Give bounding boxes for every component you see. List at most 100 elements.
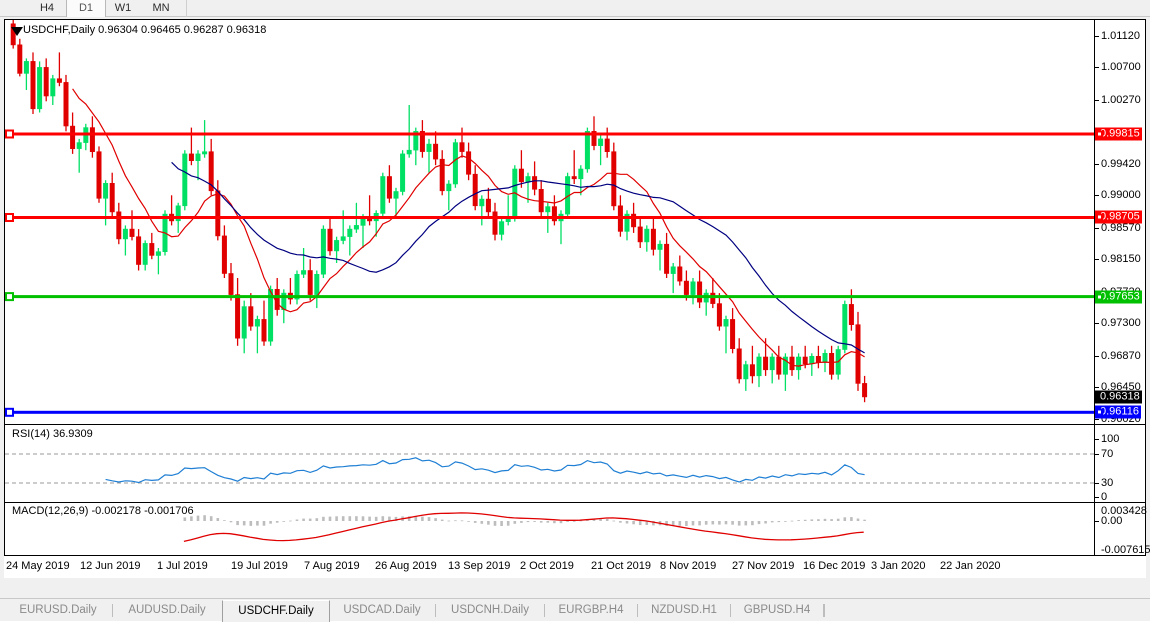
symbol-tab-separator bbox=[112, 604, 113, 617]
price-axis-tick bbox=[1095, 100, 1099, 101]
price-axis-label: 1.00270 bbox=[1101, 94, 1141, 106]
date-axis-label: 22 Jan 2020 bbox=[940, 560, 1001, 572]
date-axis-label: 7 Aug 2019 bbox=[304, 560, 360, 572]
symbol-tab-separator bbox=[824, 604, 825, 617]
level-flag-resistance-2[interactable]: 0.98705 bbox=[1095, 210, 1142, 224]
date-axis-label: 2 Oct 2019 bbox=[520, 560, 574, 572]
macd-signal-line bbox=[183, 512, 864, 543]
symbol-tab-usdchf-daily[interactable]: USDCHF.Daily bbox=[222, 600, 330, 622]
level-handle[interactable] bbox=[1096, 293, 1103, 301]
price-axis-tick bbox=[1095, 164, 1099, 165]
price-axis-label: 0.97300 bbox=[1101, 317, 1141, 329]
date-axis-label: 13 Sep 2019 bbox=[448, 560, 511, 572]
price-axis-label: 1.01120 bbox=[1101, 30, 1140, 42]
symbol-tab-gbpusd-h4[interactable]: GBPUSD.H4 bbox=[743, 604, 811, 616]
price-plot-area[interactable] bbox=[5, 20, 1094, 424]
level-line-resistance-2[interactable] bbox=[5, 213, 1094, 222]
date-axis-label: 19 Jul 2019 bbox=[231, 560, 288, 572]
macd-axis-tick bbox=[1095, 521, 1099, 522]
level-line-resistance-1[interactable] bbox=[5, 129, 1094, 139]
price-axis-tick bbox=[1095, 67, 1099, 68]
level-handle[interactable] bbox=[1096, 213, 1103, 221]
level-flag-resistance-1[interactable]: 0.99815 bbox=[1095, 127, 1142, 141]
macd-histogram bbox=[183, 515, 866, 526]
date-axis-label: 26 Aug 2019 bbox=[375, 560, 437, 572]
rsi-axis-tick bbox=[1095, 483, 1099, 484]
timeframe-tab-mn[interactable]: MN bbox=[152, 2, 170, 14]
price-axis-label: 0.98570 bbox=[1101, 222, 1141, 234]
symbol-tab-bar[interactable]: EURUSD.Daily AUDUSD.Daily USDCHF.Daily USDC… bbox=[0, 598, 1150, 622]
price-axis-tick bbox=[1095, 195, 1099, 196]
symbol-tab-audusd-daily[interactable]: AUDUSD.Daily bbox=[128, 604, 206, 616]
rsi-axis-label: 100 bbox=[1101, 433, 1120, 445]
level-line-support-green[interactable] bbox=[5, 292, 1094, 302]
symbol-tab-separator bbox=[823, 604, 824, 617]
ma-fast-line bbox=[72, 88, 865, 367]
rsi-plot-area[interactable] bbox=[5, 425, 1094, 502]
symbol-tab-usdcnh-daily[interactable]: USDCNH.Daily bbox=[451, 604, 529, 616]
symbol-tab-usdcad-daily[interactable]: USDCAD.Daily bbox=[343, 604, 421, 616]
date-axis[interactable]: 24 May 2019 12 Jun 2019 1 Jul 2019 19 Jul 2… bbox=[4, 556, 1146, 578]
rsi-pane[interactable]: RSI(14) 36.9309 100 70 30 0 bbox=[5, 424, 1145, 503]
price-pane[interactable]: USDCHF,Daily 0.96304 0.96465 0.96287 0.9… bbox=[5, 20, 1145, 425]
date-axis-label: 3 Jan 2020 bbox=[871, 560, 926, 572]
date-axis-label: 1 Jul 2019 bbox=[157, 560, 208, 572]
timeframe-tab-w1[interactable]: W1 bbox=[114, 2, 132, 14]
rsi-axis: 100 70 30 0 bbox=[1094, 425, 1145, 503]
timeframe-tab-bar: H4 D1 W1 MN bbox=[0, 0, 1150, 17]
symbol-tab-separator bbox=[435, 604, 436, 617]
rsi-axis-label: 70 bbox=[1101, 448, 1114, 460]
symbol-tab-separator bbox=[544, 604, 545, 617]
rsi-line bbox=[105, 457, 865, 484]
macd-axis-label: -0.007615 bbox=[1101, 544, 1150, 556]
date-axis-label: 27 Nov 2019 bbox=[732, 560, 795, 572]
rsi-axis-label: 0 bbox=[1101, 491, 1108, 503]
level-flag-support-green[interactable]: 0.97653 bbox=[1095, 290, 1142, 304]
rsi-axis-tick bbox=[1095, 454, 1099, 455]
rsi-axis-tick bbox=[1095, 439, 1099, 440]
price-pane-header: USDCHF,Daily 0.96304 0.96465 0.96287 0.9… bbox=[23, 24, 267, 36]
symbol-tab-eurusd-daily[interactable]: EURUSD.Daily bbox=[19, 604, 97, 616]
candlestick-chart bbox=[5, 20, 1094, 417]
last-price-flag[interactable]: 0.96318 bbox=[1095, 390, 1142, 404]
price-axis-label: 0.96870 bbox=[1101, 350, 1141, 362]
price-axis-tick bbox=[1095, 228, 1099, 229]
level-line-support-blue[interactable] bbox=[5, 407, 1094, 417]
chart-frame[interactable]: USDCHF,Daily 0.96304 0.96465 0.96287 0.9… bbox=[4, 19, 1150, 556]
symbol-tab-separator bbox=[730, 604, 731, 617]
price-axis-tick bbox=[1095, 419, 1099, 420]
level-flag-support-blue[interactable]: 0.96116 bbox=[1095, 405, 1141, 419]
price-axis-label: 0.99000 bbox=[1101, 189, 1141, 201]
price-axis-label: 0.98150 bbox=[1101, 253, 1141, 265]
crosshair-arrow-icon bbox=[11, 27, 23, 36]
macd-axis-label: 0.003428 bbox=[1101, 505, 1147, 517]
price-axis-label: 1.00700 bbox=[1101, 61, 1141, 73]
price-axis-tick bbox=[1095, 356, 1099, 357]
timeframe-tab-d1[interactable]: D1 bbox=[66, 0, 106, 17]
price-axis-label: 0.96450 bbox=[1101, 381, 1141, 393]
level-handle[interactable] bbox=[1096, 408, 1103, 416]
timeframe-tab-h4[interactable]: H4 bbox=[39, 2, 55, 14]
rsi-pane-header: RSI(14) 36.9309 bbox=[12, 428, 93, 440]
price-axis[interactable]: 1.01120 1.00700 1.00270 0.99420 0.99000 0.985… bbox=[1094, 20, 1145, 425]
symbol-tab-separator bbox=[637, 604, 638, 617]
date-axis-label: 12 Jun 2019 bbox=[80, 560, 141, 572]
price-axis-label: 0.99420 bbox=[1101, 158, 1141, 170]
timeframe-bar-underline bbox=[0, 16, 1150, 17]
ma-slow-line bbox=[171, 161, 865, 354]
macd-axis-label: 0.00 bbox=[1101, 515, 1123, 527]
level-handle[interactable] bbox=[1096, 130, 1103, 138]
macd-plot-area[interactable] bbox=[5, 503, 1094, 555]
date-axis-label: 24 May 2019 bbox=[6, 560, 70, 572]
date-axis-label: 21 Oct 2019 bbox=[591, 560, 651, 572]
date-axis-label: 16 Dec 2019 bbox=[803, 560, 866, 572]
timeframe-bar-separator bbox=[186, 0, 187, 17]
rsi-line-chart bbox=[5, 453, 1094, 484]
symbol-tab-nzdusd-h1[interactable]: NZDUSD.H1 bbox=[651, 604, 717, 616]
macd-pane[interactable]: MACD(12,26,9) -0.002178 -0.001706 0.0034… bbox=[5, 502, 1150, 556]
macd-axis: 0.003428 0.00 -0.007615 bbox=[1094, 503, 1150, 556]
price-axis-tick bbox=[1095, 36, 1099, 37]
symbol-tab-eurgbp-h4[interactable]: EURGBP.H4 bbox=[558, 604, 624, 616]
price-axis-tick bbox=[1095, 387, 1099, 388]
